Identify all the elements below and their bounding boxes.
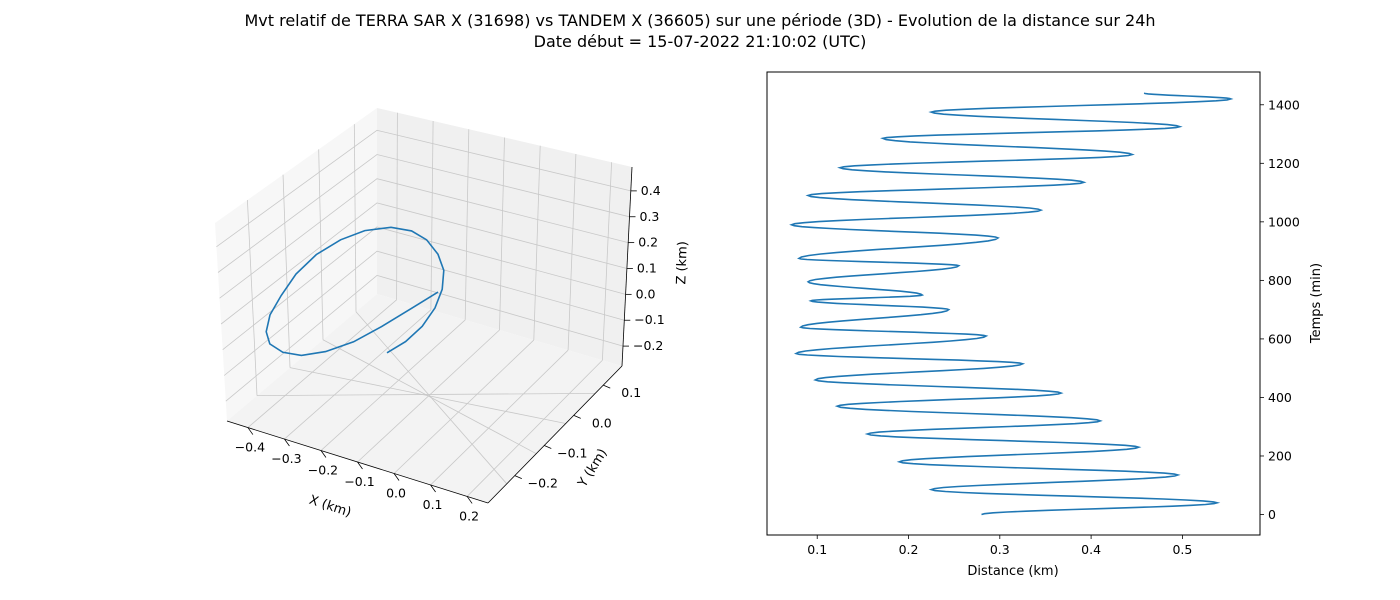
z-tick-label: 0.4	[641, 183, 661, 198]
grid-line-z	[225, 274, 624, 402]
z-tick-label: −0.1	[634, 312, 664, 327]
figure-title-line1: Mvt relatif de TERRA SAR X (31698) vs TA…	[244, 11, 1155, 30]
x-tick	[393, 473, 400, 481]
x-tick-label: 0.2	[899, 542, 919, 557]
grid-line-floor-y	[322, 339, 537, 455]
grid-line-back-x	[533, 145, 541, 341]
x-ticks: 0.1 0.2 0.3 0.4 0.5	[807, 535, 1192, 557]
y-tick	[603, 384, 611, 389]
x-tick	[466, 496, 473, 504]
x-axis-label: X (km)	[307, 493, 353, 521]
y-tick-label: 600	[1268, 331, 1292, 346]
y-tick-label: 200	[1268, 448, 1292, 463]
pane-floor	[227, 294, 622, 503]
pane-left	[215, 108, 377, 421]
grid-line-left-y	[318, 149, 324, 340]
grid-line-left-y	[282, 174, 291, 368]
y-ticks: 0 200 400 600 800 1000 1200 1400	[1260, 97, 1300, 522]
trajectory-line	[265, 226, 445, 357]
trajectory-3d-plot: −0.4 −0.3 −0.2 −0.1 0.0 0.1 0.2 −0.2 −0.1 0.0 0.1 −…	[215, 108, 691, 523]
y-tick-label: 800	[1268, 273, 1292, 288]
x-tick-label: 0.5	[1172, 542, 1192, 557]
x-tick-label: −0.2	[308, 463, 338, 478]
z-tick-label: 0.1	[637, 260, 657, 275]
grid-line-floor-x	[466, 359, 603, 497]
z-tick-label: −0.2	[633, 338, 663, 353]
y-tick-label: −0.1	[557, 445, 587, 460]
x-tick-label: 0.4	[1081, 542, 1101, 557]
grid-3d	[216, 112, 631, 497]
grid-line-left-y	[247, 199, 258, 396]
z-axis-line	[621, 166, 633, 367]
y-axis-line	[487, 365, 623, 504]
grid-line-z	[223, 250, 625, 376]
grid-line-back-x	[430, 120, 434, 310]
y-tick	[514, 475, 522, 479]
time-axis-label: Temps (min)	[1309, 263, 1324, 344]
grid-line-back-x	[567, 154, 577, 351]
x-tick-label: −0.1	[344, 474, 374, 489]
x-tick-label: 0.2	[459, 508, 479, 523]
grid-line-floor-x	[247, 299, 397, 428]
ticks-3d: −0.4 −0.3 −0.2 −0.1 0.0 0.1 0.2 −0.2 −0.1 0.0 0.1 −…	[235, 183, 665, 524]
y-tick-label: 1200	[1268, 156, 1300, 171]
x-tick-label: −0.3	[271, 451, 301, 466]
distance-series-line	[789, 92, 1234, 516]
z-tick-label: 0.0	[636, 286, 656, 301]
grid-line-back-x	[396, 112, 398, 300]
x-tick	[247, 427, 254, 435]
grid-line-floor-x	[430, 349, 569, 486]
y-tick	[544, 445, 552, 449]
y-tick-label: 0.0	[592, 415, 612, 430]
plot-frame	[766, 71, 1261, 536]
grid-line-floor-y	[355, 311, 508, 485]
z-tick-label: 0.2	[638, 235, 658, 250]
grid-line-floor-x	[320, 319, 466, 451]
x-tick-label: 0.1	[423, 497, 443, 512]
y-tick	[573, 414, 581, 419]
figure-title-line2: Date début = 15-07-2022 21:10:02 (UTC)	[534, 32, 867, 51]
y-tick-label: 0.1	[621, 385, 641, 400]
grid-line-floor-x	[284, 309, 432, 440]
y-tick-label: 0	[1268, 507, 1276, 522]
z-axis-label: Z (km)	[674, 241, 691, 285]
x-tick-label: 0.1	[807, 542, 827, 557]
y-tick-label: −0.2	[528, 476, 558, 491]
pane-back	[377, 108, 632, 366]
grid-line-z	[220, 202, 628, 325]
grid-line-floor-x	[393, 339, 535, 474]
x-tick-label: 0.3	[990, 542, 1010, 557]
distance-axis-label: Distance (km)	[967, 564, 1058, 579]
grid-line-z	[219, 178, 629, 299]
x-tick	[357, 461, 363, 470]
grid-line-back-x	[499, 137, 505, 331]
grid-line-z	[216, 129, 631, 248]
z-tick-label: 0.3	[640, 209, 660, 224]
x-tick	[320, 450, 327, 458]
y-tick-label: 1400	[1268, 97, 1300, 112]
x-tick-label: 0.0	[386, 485, 406, 500]
grid-line-back-x	[464, 129, 470, 320]
grid-line-z	[217, 154, 630, 273]
distance-time-plot: 0.1 0.2 0.3 0.4 0.5 0 200 400 600 800 1000 1200 140…	[766, 71, 1324, 579]
y-tick-label: 1000	[1268, 214, 1300, 229]
x-tick-label: −0.4	[235, 440, 265, 455]
y-tick-label: 400	[1268, 390, 1292, 405]
grid-line-left-y	[353, 124, 357, 312]
grid-line-back-x	[602, 162, 612, 361]
x-tick	[430, 484, 436, 493]
x-tick	[284, 438, 290, 447]
